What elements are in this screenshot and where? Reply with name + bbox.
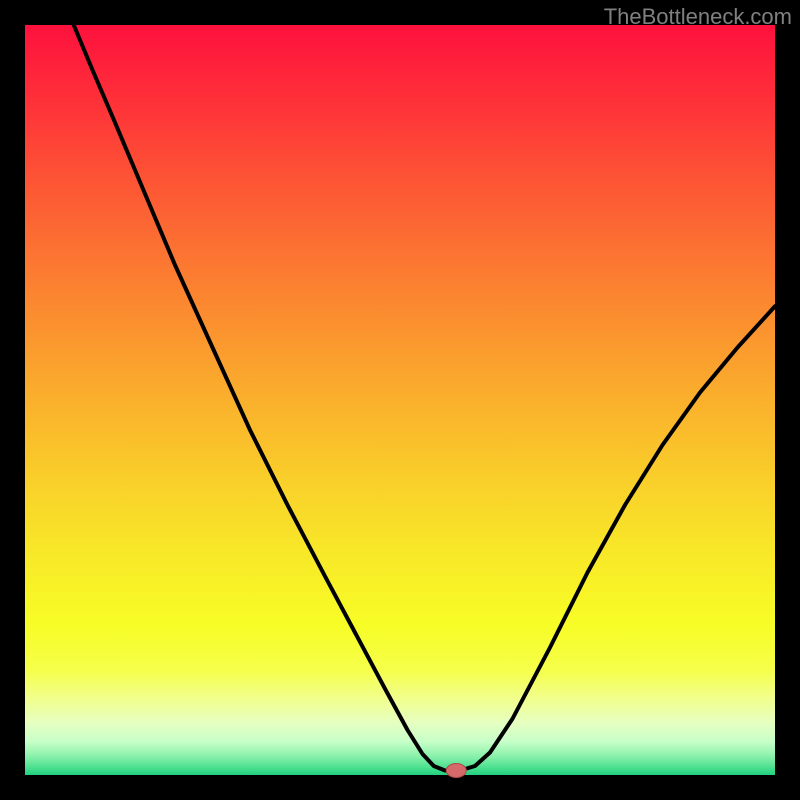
watermark-text: TheBottleneck.com: [604, 4, 792, 30]
chart-stage: TheBottleneck.com: [0, 0, 800, 800]
bottleneck-chart: [0, 0, 800, 800]
optimum-marker: [446, 764, 466, 778]
gradient-panel: [25, 25, 775, 775]
